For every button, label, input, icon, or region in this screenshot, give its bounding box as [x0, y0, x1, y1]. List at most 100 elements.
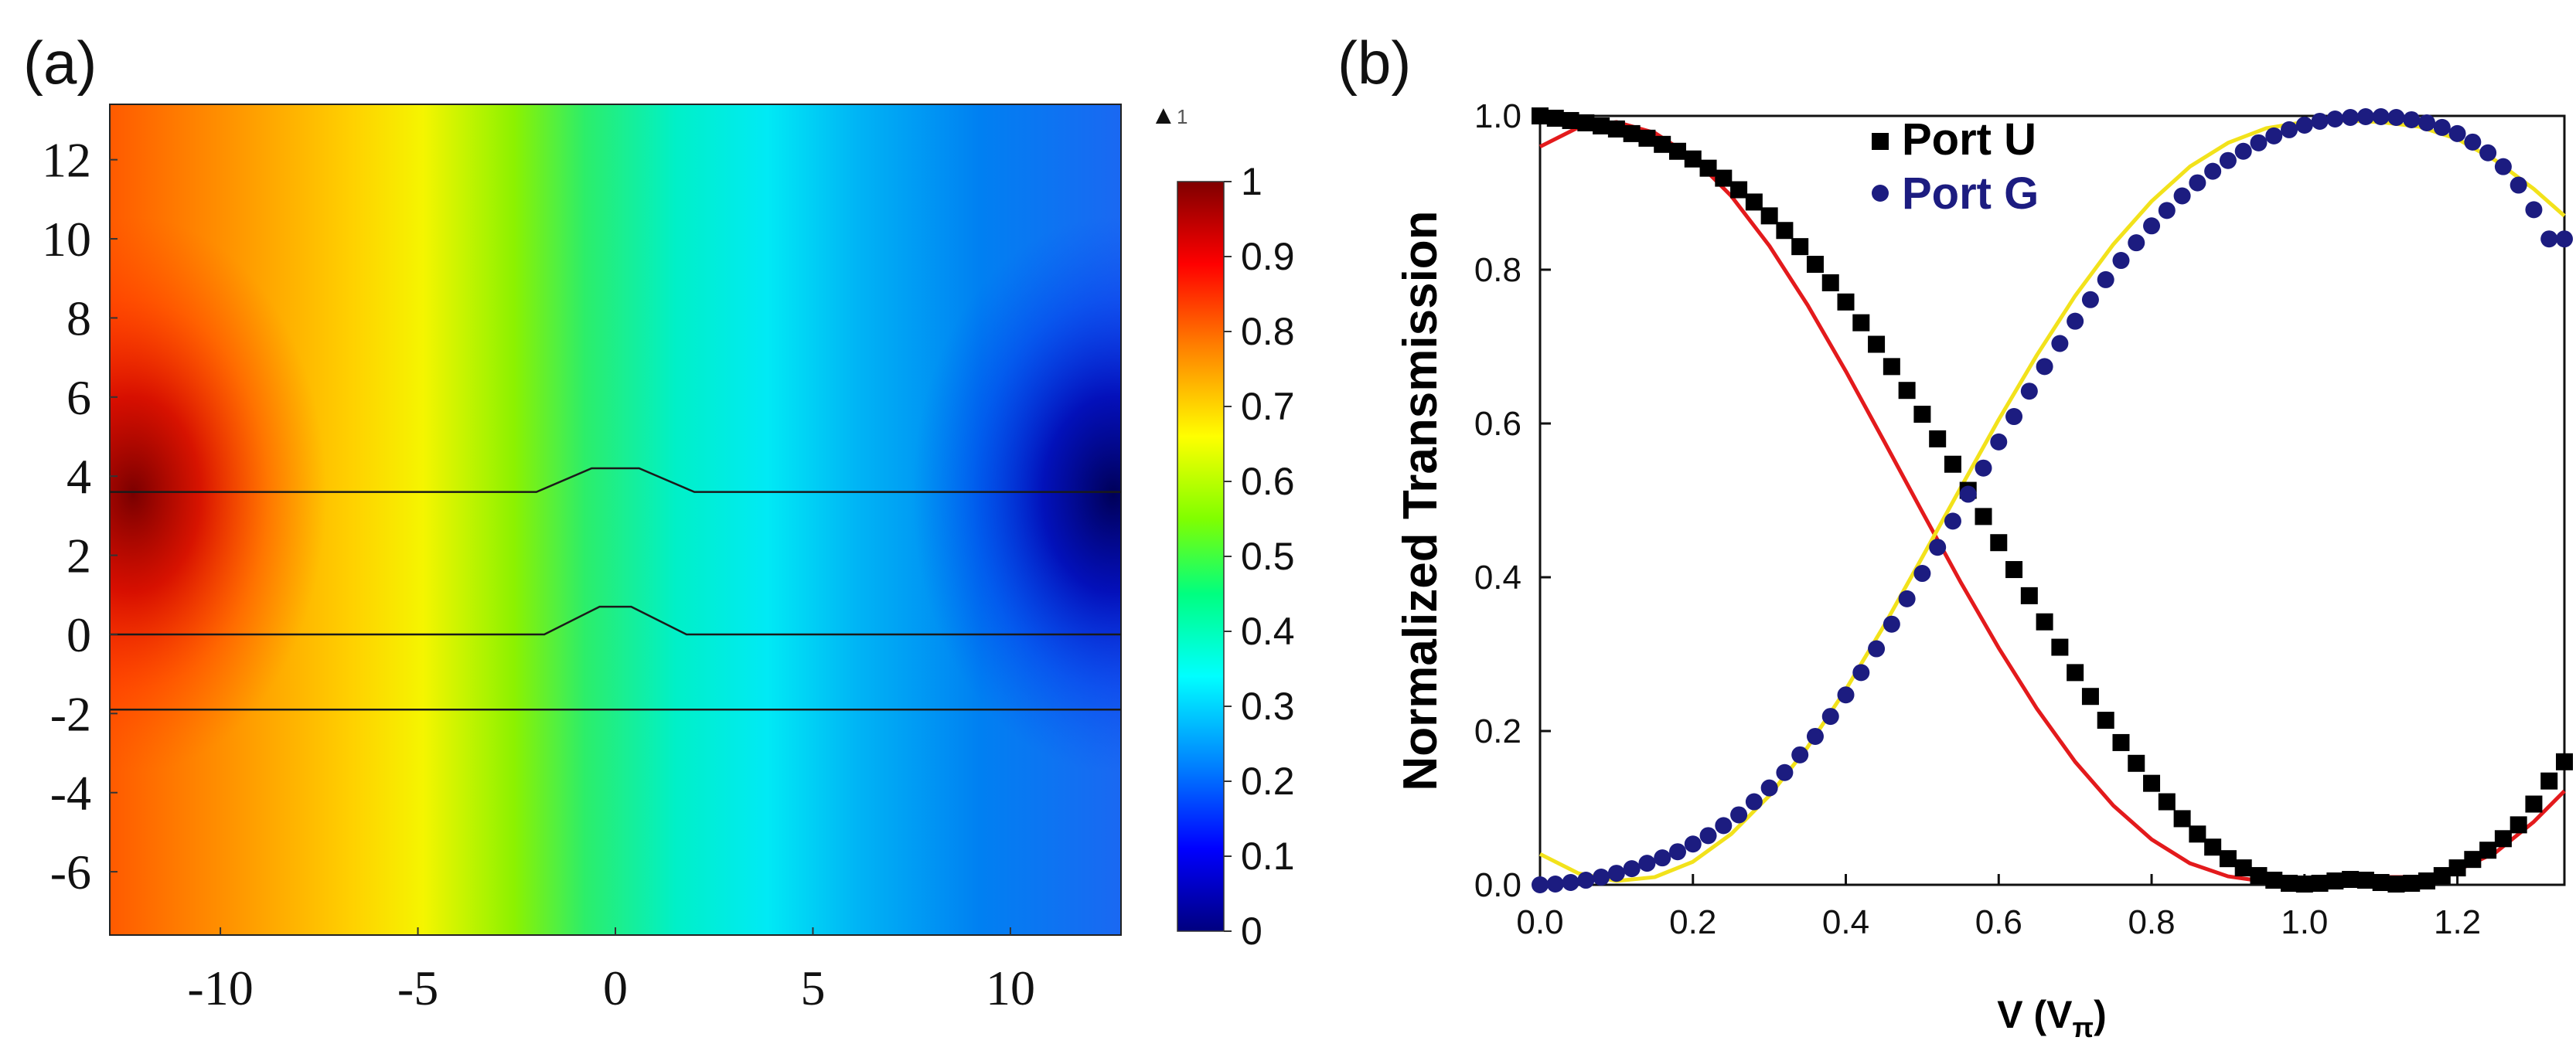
port-u-point	[2112, 733, 2130, 751]
port-u-point	[2189, 825, 2206, 843]
port-g-point	[1715, 817, 1733, 835]
heatmap-panel: -10 -5 0 5 10 -6 -4 -2 0 2 4 6 8 10 12	[42, 104, 1122, 1015]
port-u-point	[2448, 859, 2466, 877]
heatmap-y-tick-label: 12	[42, 133, 91, 188]
transmission-x-tick-label: 1.2	[2434, 903, 2481, 941]
port-u-point	[1868, 335, 1886, 353]
legend-marker-port-g	[1872, 185, 1889, 202]
port-g-point	[2540, 230, 2558, 248]
port-u-point	[2326, 872, 2344, 890]
transmission-x-tick-label: 0.0	[1516, 903, 1563, 941]
port-g-point	[2112, 252, 2130, 270]
port-g-point	[1593, 869, 1610, 886]
port-g-point	[2265, 127, 2283, 145]
port-u-point	[1684, 150, 1702, 168]
heatmap-y-tick-label: 6	[66, 370, 91, 425]
port-g-point	[2020, 383, 2038, 400]
port-u-point	[2234, 859, 2252, 877]
port-u-point	[2143, 774, 2161, 792]
port-u-point	[1532, 107, 1549, 124]
heatmap-y-tick-label: -4	[50, 766, 91, 821]
port-u-point	[1546, 109, 1564, 127]
port-u-point	[1975, 508, 1992, 525]
port-u-point	[1638, 129, 1656, 147]
port-g-point	[1990, 433, 2008, 451]
port-g-point	[2143, 217, 2161, 235]
heatmap-x-tick-label: 5	[800, 961, 825, 1015]
port-u-point	[2464, 851, 2482, 869]
port-g-point	[1699, 827, 1717, 845]
port-u-point	[2219, 850, 2237, 868]
port-g-point	[2356, 107, 2374, 125]
port-u-point	[2005, 561, 2023, 579]
colorbar-tick-label: 0.7	[1241, 385, 1295, 428]
port-g-point	[1975, 459, 1992, 477]
port-u-point	[1913, 406, 1931, 423]
transmission-x-ticks: 0.0 0.2 0.4 0.6 0.8 1.0 1.2	[1516, 874, 2481, 941]
x-axis-title: V (Vπ)	[1997, 993, 2106, 1043]
heatmap-y-tick-label: -2	[50, 686, 91, 741]
port-g-point	[1837, 686, 1855, 704]
port-u-point	[1776, 222, 1794, 240]
port-u-point	[2097, 712, 2114, 729]
port-u-point	[2295, 876, 2313, 893]
port-u-point	[1715, 169, 1733, 187]
port-g-point	[2387, 108, 2405, 126]
port-g-point	[2433, 118, 2451, 136]
heatmap-x-ticks: -10 -5 0 5 10	[187, 927, 1035, 1015]
legend-marker-port-u	[1872, 133, 1889, 150]
port-u-point	[1821, 274, 1839, 291]
port-u-point	[2128, 754, 2145, 772]
port-u-point	[1760, 207, 1778, 225]
port-g-point	[2067, 312, 2084, 330]
transmission-x-tick-label: 0.8	[2128, 903, 2175, 941]
colorbar-tick-label: 1	[1241, 160, 1262, 203]
port-g-point	[1607, 865, 1625, 882]
transmission-x-tick-label: 1.0	[2281, 903, 2328, 941]
port-g-point	[2051, 335, 2069, 352]
port-g-point	[2128, 234, 2145, 252]
port-u-point	[2250, 867, 2268, 885]
port-g-point	[1638, 855, 1656, 872]
port-g-point	[1532, 876, 1549, 893]
port-g-point	[2097, 270, 2114, 288]
port-g-point	[2464, 133, 2482, 151]
transmission-x-tick-label: 0.6	[1975, 903, 2022, 941]
port-u-point	[2342, 871, 2360, 889]
port-u-point	[2525, 795, 2543, 813]
port-g-point	[1684, 835, 1702, 853]
port-u-point	[2479, 842, 2497, 859]
port-g-point	[1806, 727, 1824, 745]
heatmap-y-ticks: -6 -4 -2 0 2 4 6 8 10 12	[42, 133, 118, 899]
port-u-point	[2020, 587, 2038, 604]
port-g-point	[2189, 174, 2206, 192]
transmission-x-tick-label: 0.2	[1669, 903, 1716, 941]
port-g-point	[1821, 708, 1839, 726]
port-g-point	[2479, 144, 2497, 162]
colorbar-max-marker: ▲	[1150, 100, 1177, 130]
heatmap-x-tick-label: 10	[986, 961, 1035, 1015]
x-axis-title-close: )	[2094, 993, 2107, 1036]
port-g-point	[1577, 872, 1595, 889]
colorbar-tick-label: 0.9	[1241, 235, 1295, 278]
port-g-point	[1898, 590, 1916, 607]
port-g-point	[1730, 806, 1748, 824]
port-u-point	[1654, 135, 1671, 153]
heatmap-y-tick-label: 4	[66, 449, 91, 504]
colorbar-gradient	[1177, 181, 1225, 932]
port-g-point	[1546, 876, 1564, 893]
colorbar-max-label: 1	[1177, 105, 1187, 128]
port-u-point	[1929, 430, 1947, 447]
port-u-point	[2051, 638, 2069, 656]
port-u-point	[2173, 810, 2191, 828]
port-u-point	[2433, 867, 2451, 885]
port-g-point	[2372, 107, 2390, 125]
port-g-point	[2234, 142, 2252, 160]
port-g-point	[2525, 201, 2543, 219]
colorbar-tick-label: 0.2	[1241, 760, 1295, 803]
colorbar-tick-label: 0.8	[1241, 310, 1295, 353]
port-u-point	[1806, 256, 1824, 274]
port-u-point	[1699, 159, 1717, 177]
port-u-point	[1562, 111, 1579, 129]
